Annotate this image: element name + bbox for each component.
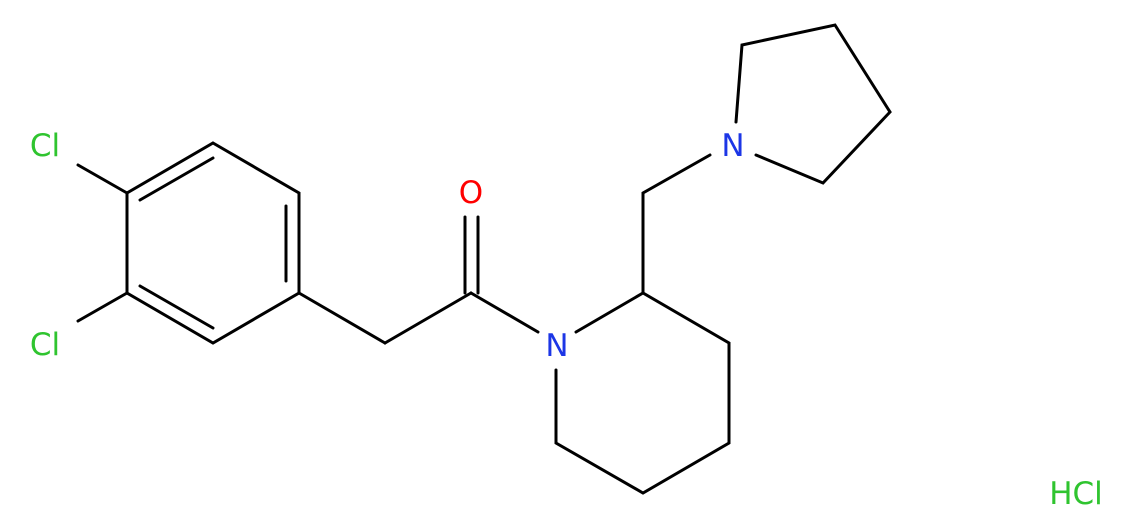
atom-label: N (545, 328, 568, 364)
atom-label: O (459, 175, 483, 211)
piperidine-ring (554, 291, 731, 495)
bond (469, 291, 540, 334)
salt-label: HCl (1049, 476, 1103, 512)
atom-label: N (721, 128, 744, 164)
bond (297, 291, 387, 345)
bond (383, 291, 473, 345)
atom-label: Cl (30, 128, 60, 164)
benzene-ring (125, 141, 301, 345)
aromatic-bond (138, 284, 215, 330)
atom-label: Cl (30, 327, 60, 363)
bond (641, 153, 712, 295)
bonds (76, 23, 892, 495)
bond (76, 291, 129, 323)
bond (76, 163, 129, 195)
aromatic-bond (138, 156, 215, 202)
pyrrolidine-ring (734, 23, 892, 185)
